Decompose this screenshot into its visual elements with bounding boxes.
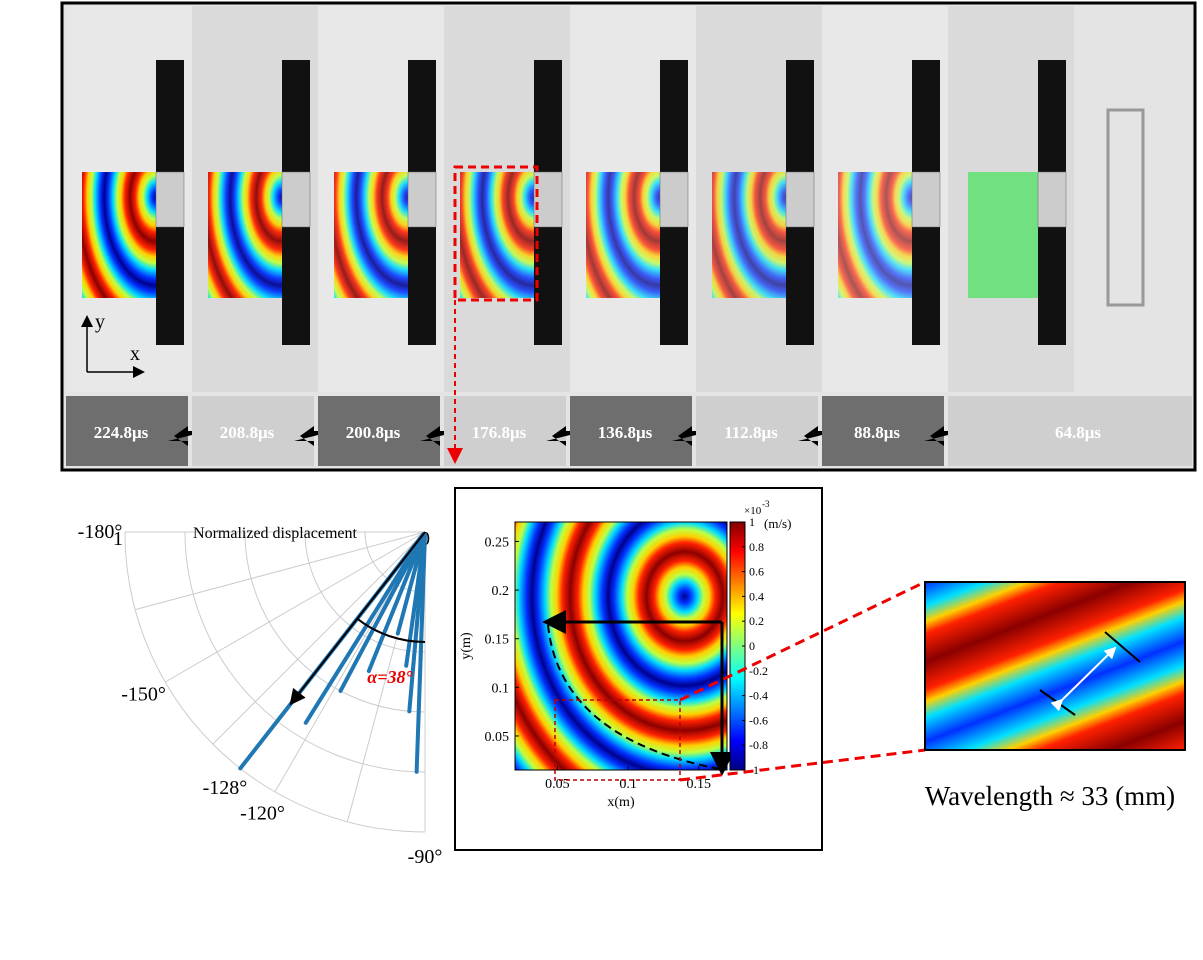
x-tick-label: 0.05: [545, 777, 570, 792]
colorbar-tick-label: -0.2: [749, 664, 768, 678]
metamaterial: [785, 171, 815, 228]
polar-plot: -180° -150° -128° -120° -90° Normalized displ…: [78, 521, 443, 868]
metamaterial: [155, 171, 185, 228]
colorbar-tick-label: 0: [749, 639, 755, 653]
colorbar-tick-label: 0.8: [749, 540, 764, 554]
time-label: 200.8μs: [346, 423, 401, 442]
time-label: 88.8μs: [854, 423, 900, 442]
colorbar-tick-label: 0.6: [749, 565, 764, 579]
wave-image: [586, 172, 660, 298]
time-label: 208.8μs: [220, 423, 275, 442]
time-label: 64.8μs: [1055, 423, 1101, 442]
colorbar-tick-label: 0.4: [749, 589, 764, 603]
time-box: [822, 396, 944, 466]
zoom-line: [679, 748, 926, 782]
y-tick-label: 0.1: [492, 681, 510, 696]
zoom-panel: Wavelength ≈ 33 (mm): [679, 580, 1186, 811]
angle-arc: [356, 617, 426, 643]
wave-image: [460, 172, 534, 298]
colorbar-tick-label: -0.4: [749, 689, 768, 703]
alpha-label: α=38°: [367, 667, 413, 687]
time-box: [444, 396, 566, 466]
x-axis-label: x(m): [607, 795, 635, 810]
axes-icon: y x: [81, 311, 145, 378]
time-box: [696, 396, 818, 466]
polar-spoke: [135, 531, 426, 611]
angle-label: -120°: [240, 802, 285, 824]
crest-line: [1104, 631, 1141, 663]
heater: [1106, 108, 1145, 307]
displacement-lobe: [407, 532, 427, 714]
heatmap-image: [514, 521, 728, 771]
time-box: [318, 396, 440, 466]
metamaterial: [659, 171, 689, 228]
direction-arrow: [289, 531, 426, 706]
colorbar-multiplier: ×10: [744, 505, 762, 517]
time-label: 176.8μs: [472, 423, 527, 442]
y-tick-label: 0.15: [485, 633, 510, 648]
r-outer: 1: [113, 528, 123, 550]
x-label: x: [130, 343, 140, 365]
x-tick-label: 0.1: [619, 777, 637, 792]
polar-spoke: [212, 531, 426, 745]
caption: Wavelength ≈ 33 (mm): [925, 781, 1175, 811]
metamaterial: [533, 171, 563, 228]
colorbar-tick-label: -0.8: [749, 738, 768, 752]
y-axis-label: y(m): [459, 632, 474, 660]
y-tick-label: 0.05: [485, 730, 510, 745]
metamaterial: [407, 171, 437, 228]
colorbar-exponent: -3: [762, 499, 770, 509]
angle-label: -150°: [121, 684, 166, 706]
y-tick-label: 0.2: [492, 584, 510, 599]
x-tick-label: 0.15: [686, 777, 711, 792]
time-box: [948, 396, 1192, 466]
polar-spoke: [164, 531, 426, 683]
photo-panel: 224.8μs 208.8μs 200.8μs 176.8μs 136.8μs 112.8…: [60, 1, 1197, 472]
time-label: 224.8μs: [94, 423, 149, 442]
colorbar-tick-label: -0.6: [749, 713, 768, 727]
wave-image: [838, 172, 912, 298]
time-label: 136.8μs: [598, 423, 653, 442]
zoom-line: [679, 580, 926, 702]
colorbar-tick-label: 0.2: [749, 614, 764, 628]
wavelength-arrow: [1050, 646, 1117, 712]
heatmap-panel: 0.05 0.1 0.15 0.05 0.1 0.15 0.2 0.25 x(m) y(m) 1 0.…: [454, 487, 823, 851]
time-box: [192, 396, 314, 466]
colorbar-tick-label: 1: [749, 515, 755, 529]
time-label: 112.8μs: [724, 423, 778, 442]
metamaterial: [1037, 171, 1067, 228]
polar-title: Normalized displacement: [193, 525, 357, 542]
displacement-lobe: [303, 532, 426, 725]
wave-image: [208, 172, 282, 298]
wave-image: [968, 172, 1038, 298]
metamaterial: [281, 171, 311, 228]
colorbar-unit: (m/s): [764, 516, 791, 531]
wave-image: [712, 172, 786, 298]
y-label: y: [95, 311, 105, 333]
angle-label: -90°: [408, 846, 443, 868]
zoom-image: [924, 581, 1186, 751]
angle-label: -128°: [203, 777, 248, 799]
highlight-box: [453, 165, 539, 302]
wave-image: [334, 172, 408, 298]
angle-label: -180°: [78, 521, 123, 543]
metamaterial: [911, 171, 941, 228]
time-box: [66, 396, 188, 466]
wavefront-arc: [547, 624, 726, 771]
wave-image: [82, 172, 156, 298]
time-box: [570, 396, 692, 466]
y-tick-label: 0.25: [485, 535, 510, 550]
zoom-box: [554, 699, 681, 781]
colorbar-tick-label: -1: [749, 763, 759, 777]
